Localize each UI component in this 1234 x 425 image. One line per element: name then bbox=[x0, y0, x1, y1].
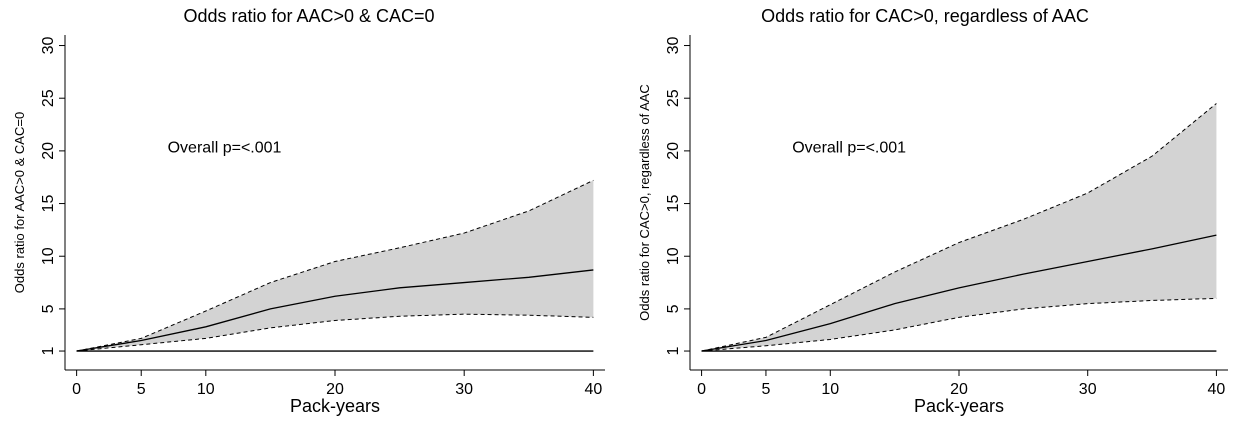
upper-bound bbox=[701, 103, 1217, 352]
y-axis-label: Odds ratio for AAC>0 & CAC=0 bbox=[12, 112, 27, 293]
chart-title: Odds ratio for AAC>0 & CAC=0 bbox=[183, 6, 434, 26]
y-tick-label: 5 bbox=[665, 304, 682, 313]
y-tick-label: 25 bbox=[40, 89, 57, 107]
y-tick-label: 1 bbox=[40, 346, 57, 355]
x-tick-label: 30 bbox=[455, 381, 473, 398]
y-tick-label: 1 bbox=[665, 346, 682, 355]
y-tick-label: 20 bbox=[665, 142, 682, 160]
y-tick-label: 15 bbox=[40, 195, 57, 213]
x-axis-label: Pack-years bbox=[290, 396, 380, 416]
y-tick-label: 30 bbox=[40, 37, 57, 55]
y-tick-label: 10 bbox=[665, 247, 682, 265]
x-tick-label: 30 bbox=[1079, 381, 1097, 398]
annotation: Overall p=<.001 bbox=[168, 139, 282, 156]
confidence-band bbox=[76, 180, 594, 352]
y-tick-label: 15 bbox=[665, 195, 682, 213]
panel: Odds ratio for AAC>0 & CAC=0151015202530… bbox=[12, 6, 605, 416]
upper-bound bbox=[76, 179, 594, 352]
x-axis-label: Pack-years bbox=[914, 396, 1004, 416]
x-tick-label: 40 bbox=[1208, 381, 1226, 398]
x-tick-label: 0 bbox=[72, 381, 81, 398]
estimate-line bbox=[76, 269, 594, 352]
y-axis-label: Odds ratio for CAC>0, regardless of AAC bbox=[637, 84, 652, 321]
panel: Odds ratio for CAC>0, regardless of AAC 1… bbox=[637, 6, 1228, 416]
y-tick-label: 20 bbox=[40, 142, 57, 160]
y-tick-label: 25 bbox=[665, 89, 682, 107]
x-tick-label: 20 bbox=[950, 381, 968, 398]
x-tick-label: 10 bbox=[821, 381, 839, 398]
chart-title: Odds ratio for CAC>0, regardless of AAC bbox=[761, 6, 1089, 26]
x-tick-label: 20 bbox=[326, 381, 344, 398]
y-tick-label: 5 bbox=[40, 304, 57, 313]
lower-bound bbox=[76, 313, 594, 352]
x-tick-label: 5 bbox=[137, 381, 146, 398]
y-tick-label: 30 bbox=[665, 37, 682, 55]
x-tick-label: 5 bbox=[761, 381, 770, 398]
x-tick-label: 40 bbox=[584, 381, 602, 398]
estimate-line bbox=[701, 234, 1217, 352]
x-tick-label: 0 bbox=[697, 381, 706, 398]
y-tick-label: 10 bbox=[40, 247, 57, 265]
x-tick-label: 10 bbox=[197, 381, 215, 398]
confidence-band bbox=[701, 103, 1217, 352]
lower-bound bbox=[701, 297, 1217, 352]
annotation: Overall p=<.001 bbox=[792, 139, 906, 156]
